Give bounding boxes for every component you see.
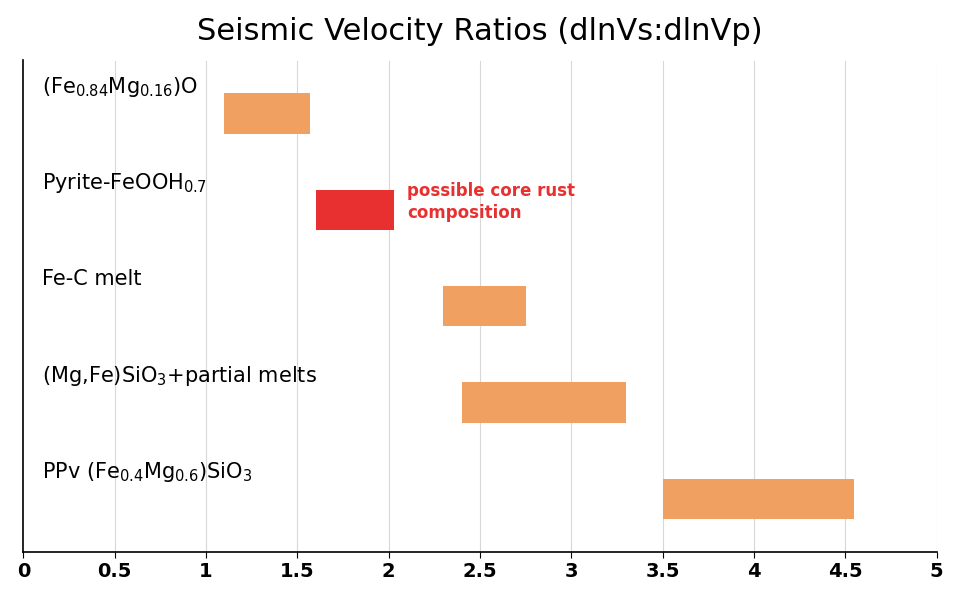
Text: possible core rust
composition: possible core rust composition (407, 182, 575, 222)
Bar (662, 478, 854, 519)
Bar (462, 382, 626, 423)
Text: (Fe$_{0.84}$Mg$_{0.16}$)O: (Fe$_{0.84}$Mg$_{0.16}$)O (41, 75, 198, 99)
Text: Fe-C melt: Fe-C melt (41, 269, 141, 289)
Bar (316, 190, 395, 230)
Text: Pyrite-FeOOH$_{0.7}$: Pyrite-FeOOH$_{0.7}$ (41, 171, 206, 195)
Bar (225, 93, 310, 134)
Title: Seismic Velocity Ratios (dlnVs:dlnVp): Seismic Velocity Ratios (dlnVs:dlnVp) (197, 17, 763, 45)
Bar (444, 286, 525, 327)
Text: PPv (Fe$_{0.4}$Mg$_{0.6}$)SiO$_3$: PPv (Fe$_{0.4}$Mg$_{0.6}$)SiO$_3$ (41, 460, 252, 484)
Text: (Mg,Fe)SiO$_3$+partial melts: (Mg,Fe)SiO$_3$+partial melts (41, 364, 317, 388)
